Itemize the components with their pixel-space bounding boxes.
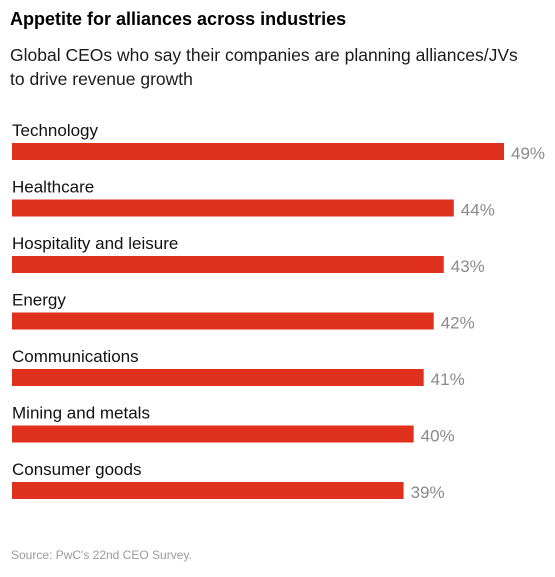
category-label: Energy [12,291,66,310]
bar [12,199,454,217]
value-label: 41% [431,370,465,389]
value-label: 39% [411,483,445,502]
bar [12,482,404,499]
value-label: 43% [451,257,485,276]
category-label: Technology [12,121,99,140]
bar [12,256,444,273]
category-label: Healthcare [12,178,94,197]
value-label: 44% [461,201,495,220]
value-label: 49% [511,144,545,163]
category-label: Hospitality and leisure [12,234,178,253]
value-label: 42% [441,314,475,333]
chart-subtitle: Global CEOs who say their companies are … [10,45,518,89]
bar-chart: Technology 49% Healthcare 44% Hospitality an… [12,121,545,502]
bar [12,143,504,160]
category-label: Communications [12,347,139,366]
bar [12,312,434,330]
bar [12,425,414,443]
value-label: 40% [421,427,455,446]
chart-title: Appetite for alliances across industries [10,9,347,29]
bar [12,369,424,386]
source-note: Source: PwC's 22nd CEO Survey. [11,548,192,562]
category-label: Mining and metals [12,404,150,423]
category-label: Consumer goods [12,460,141,479]
